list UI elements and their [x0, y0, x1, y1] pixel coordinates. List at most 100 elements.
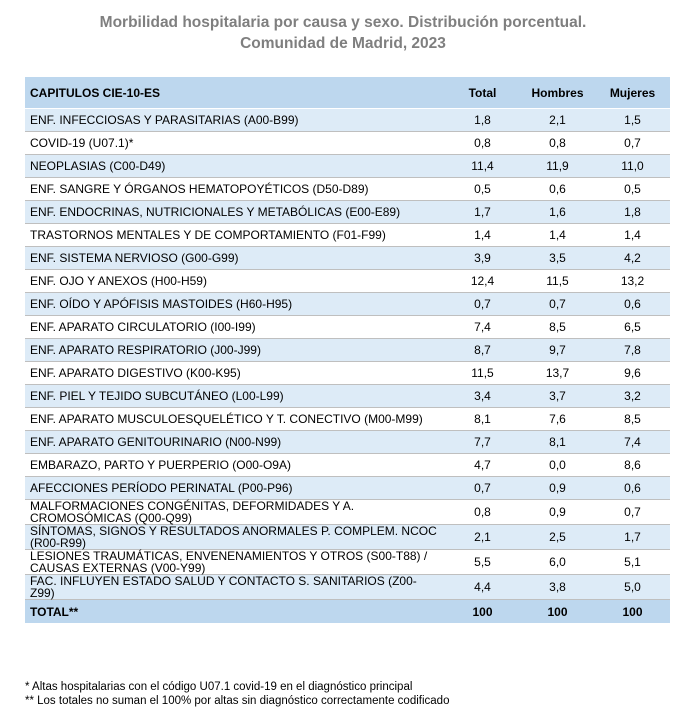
row-total: 0,7 [445, 476, 520, 500]
row-mujeres: 13,2 [595, 269, 670, 293]
row-hombres: 0,9 [520, 476, 595, 500]
table-row: ENF. OJO Y ANEXOS (H00-H59) 12,4 11,5 13,2 [25, 269, 670, 293]
row-label: ENF. ENDOCRINAS, NUTRICIONALES Y METABÓL… [25, 200, 445, 224]
row-hombres: 7,6 [520, 407, 595, 431]
row-total: 8,7 [445, 338, 520, 362]
table-row: ENF. ENDOCRINAS, NUTRICIONALES Y METABÓL… [25, 200, 670, 224]
row-total: 3,9 [445, 246, 520, 270]
table-row: ENF. APARATO CIRCULATORIO (I00-I99) 7,4 8,… [25, 315, 670, 339]
table-row: SÍNTOMAS, SIGNOS Y RESULTADOS ANORMALES … [25, 524, 670, 550]
row-mujeres: 0,7 [595, 131, 670, 155]
row-total: 0,8 [445, 131, 520, 155]
row-label: ENF. OJO Y ANEXOS (H00-H59) [25, 269, 445, 293]
row-hombres: 3,5 [520, 246, 595, 270]
row-mujeres: 0,5 [595, 177, 670, 201]
total-row: TOTAL** 100 100 100 [25, 599, 670, 623]
row-mujeres: 11,0 [595, 154, 670, 178]
header-mujeres: Mujeres [595, 77, 670, 109]
row-mujeres: 1,7 [595, 524, 670, 550]
row-total: 3,4 [445, 384, 520, 408]
row-hombres: 0,0 [520, 453, 595, 477]
table-row: ENF. APARATO RESPIRATORIO (J00-J99) 8,7 9,… [25, 338, 670, 362]
row-hombres: 3,7 [520, 384, 595, 408]
row-hombres: 8,1 [520, 430, 595, 454]
page-title: Morbilidad hospitalaria por causa y sexo… [99, 14, 587, 31]
row-mujeres: 1,8 [595, 200, 670, 224]
footnotes: * Altas hospitalarias con el código U07.… [25, 680, 449, 708]
row-total: 11,5 [445, 361, 520, 385]
row-hombres: 13,7 [520, 361, 595, 385]
footnote-covid: * Altas hospitalarias con el código U07.… [25, 681, 413, 693]
row-label: ENF. APARATO MUSCULOESQUELÉTICO Y T. CON… [25, 407, 445, 431]
table-row: ENF. OÍDO Y APÓFISIS MASTOIDES (H60-H95)… [25, 292, 670, 316]
row-mujeres: 5,0 [595, 574, 670, 600]
table-row: ENF. APARATO DIGESTIVO (K00-K95) 11,5 13,7… [25, 361, 670, 385]
table-row: AFECCIONES PERÍODO PERINATAL (P00-P96) 0,… [25, 476, 670, 500]
row-total: 8,1 [445, 407, 520, 431]
row-mujeres: 9,6 [595, 361, 670, 385]
row-total: 2,1 [445, 524, 520, 550]
row-total: 7,7 [445, 430, 520, 454]
row-total: 0,5 [445, 177, 520, 201]
row-total: 7,4 [445, 315, 520, 339]
row-mujeres: 7,8 [595, 338, 670, 362]
row-mujeres: 7,4 [595, 430, 670, 454]
row-label: ENF. PIEL Y TEJIDO SUBCUTÁNEO (L00-L99) [25, 384, 445, 408]
header-hombres: Hombres [520, 77, 595, 109]
table-row: MALFORMACIONES CONGÉNITAS, DEFORMIDADES … [25, 499, 670, 525]
row-total: 4,7 [445, 453, 520, 477]
row-total: 1,7 [445, 200, 520, 224]
row-label: ENF. APARATO DIGESTIVO (K00-K95) [25, 361, 445, 385]
row-label: ENF. APARATO RESPIRATORIO (J00-J99) [25, 338, 445, 362]
row-label: ENF. OÍDO Y APÓFISIS MASTOIDES (H60-H95) [25, 292, 445, 316]
row-mujeres: 4,2 [595, 246, 670, 270]
row-total: 1,4 [445, 223, 520, 247]
row-mujeres: 1,5 [595, 108, 670, 132]
row-hombres: 0,6 [520, 177, 595, 201]
row-mujeres: 8,6 [595, 453, 670, 477]
row-hombres: 6,0 [520, 549, 595, 575]
table-row: FAC. INFLUYEN ESTADO SALUD Y CONTACTO S.… [25, 574, 670, 600]
table-row: ENF. SISTEMA NERVIOSO (G00-G99) 3,9 3,5 4,2 [25, 246, 670, 270]
total-mujeres-value: 100 [595, 599, 670, 623]
row-mujeres: 3,2 [595, 384, 670, 408]
row-hombres: 2,1 [520, 108, 595, 132]
row-label: ENF. SANGRE Y ÓRGANOS HEMATOPOYÉTICOS (D… [25, 177, 445, 201]
morbidity-table: CAPITULOS CIE-10-ES Total Hombres Mujere… [25, 77, 670, 623]
table-row: ENF. INFECCIOSAS Y PARASITARIAS (A00-B99… [25, 108, 670, 132]
row-label: EMBARAZO, PARTO Y PUERPERIO (O00-O9A) [25, 453, 445, 477]
row-mujeres: 0,6 [595, 292, 670, 316]
table-row: TRASTORNOS MENTALES Y DE COMPORTAMIENTO … [25, 223, 670, 247]
table-row: LESIONES TRAUMÁTICAS, ENVENENAMIENTOS Y … [25, 549, 670, 575]
footnote-totals: ** Los totales no suman el 100% por alta… [25, 695, 450, 707]
row-hombres: 11,9 [520, 154, 595, 178]
row-label: MALFORMACIONES CONGÉNITAS, DEFORMIDADES … [25, 499, 445, 525]
row-label: SÍNTOMAS, SIGNOS Y RESULTADOS ANORMALES … [25, 524, 445, 550]
row-total: 12,4 [445, 269, 520, 293]
total-value: 100 [445, 599, 520, 623]
row-label: TRASTORNOS MENTALES Y DE COMPORTAMIENTO … [25, 223, 445, 247]
row-label: LESIONES TRAUMÁTICAS, ENVENENAMIENTOS Y … [25, 549, 445, 575]
row-label: ENF. APARATO GENITOURINARIO (N00-N99) [25, 430, 445, 454]
table-row: EMBARAZO, PARTO Y PUERPERIO (O00-O9A) 4,7… [25, 453, 670, 477]
row-hombres: 11,5 [520, 269, 595, 293]
row-hombres: 2,5 [520, 524, 595, 550]
row-total: 4,4 [445, 574, 520, 600]
row-mujeres: 8,5 [595, 407, 670, 431]
row-hombres: 0,7 [520, 292, 595, 316]
row-total: 11,4 [445, 154, 520, 178]
row-mujeres: 1,4 [595, 223, 670, 247]
total-hombres-value: 100 [520, 599, 595, 623]
row-label: FAC. INFLUYEN ESTADO SALUD Y CONTACTO S.… [25, 574, 445, 600]
row-label: ENF. INFECCIOSAS Y PARASITARIAS (A00-B99… [25, 108, 445, 132]
table-row: ENF. APARATO MUSCULOESQUELÉTICO Y T. CON… [25, 407, 670, 431]
row-hombres: 3,8 [520, 574, 595, 600]
row-label: ENF. SISTEMA NERVIOSO (G00-G99) [25, 246, 445, 270]
table-row: ENF. SANGRE Y ÓRGANOS HEMATOPOYÉTICOS (D… [25, 177, 670, 201]
row-mujeres: 6,5 [595, 315, 670, 339]
row-label: NEOPLASIAS (C00-D49) [25, 154, 445, 178]
row-hombres: 1,6 [520, 200, 595, 224]
row-label: AFECCIONES PERÍODO PERINATAL (P00-P96) [25, 476, 445, 500]
row-mujeres: 5,1 [595, 549, 670, 575]
row-mujeres: 0,6 [595, 476, 670, 500]
